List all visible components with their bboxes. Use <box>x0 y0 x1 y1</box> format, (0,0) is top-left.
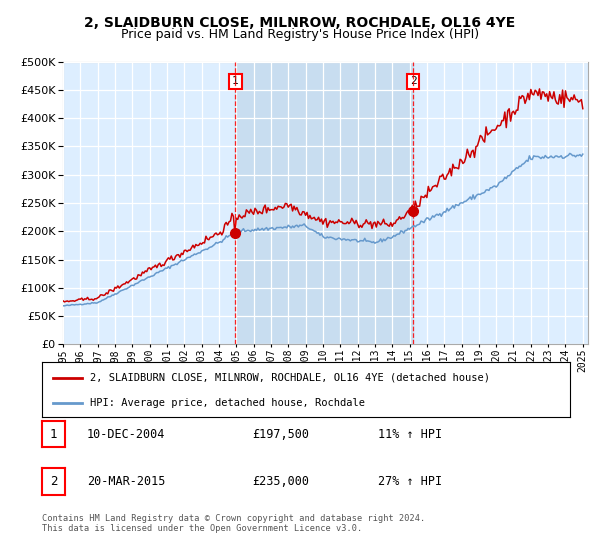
Text: Price paid vs. HM Land Registry's House Price Index (HPI): Price paid vs. HM Land Registry's House … <box>121 28 479 41</box>
Text: 2, SLAIDBURN CLOSE, MILNROW, ROCHDALE, OL16 4YE (detached house): 2, SLAIDBURN CLOSE, MILNROW, ROCHDALE, O… <box>89 373 490 382</box>
Bar <box>235 62 413 344</box>
Text: 2: 2 <box>410 76 417 86</box>
Text: HPI: Average price, detached house, Rochdale: HPI: Average price, detached house, Roch… <box>89 399 365 408</box>
Text: 1: 1 <box>232 76 239 86</box>
Text: 20-MAR-2015: 20-MAR-2015 <box>87 475 166 488</box>
Text: 11% ↑ HPI: 11% ↑ HPI <box>378 427 442 441</box>
Text: 1: 1 <box>50 427 57 441</box>
Text: 27% ↑ HPI: 27% ↑ HPI <box>378 475 442 488</box>
Text: £197,500: £197,500 <box>252 427 309 441</box>
Text: Contains HM Land Registry data © Crown copyright and database right 2024.
This d: Contains HM Land Registry data © Crown c… <box>42 514 425 534</box>
Text: 2, SLAIDBURN CLOSE, MILNROW, ROCHDALE, OL16 4YE: 2, SLAIDBURN CLOSE, MILNROW, ROCHDALE, O… <box>85 16 515 30</box>
Text: 2: 2 <box>50 475 57 488</box>
Text: 10-DEC-2004: 10-DEC-2004 <box>87 427 166 441</box>
Text: £235,000: £235,000 <box>252 475 309 488</box>
